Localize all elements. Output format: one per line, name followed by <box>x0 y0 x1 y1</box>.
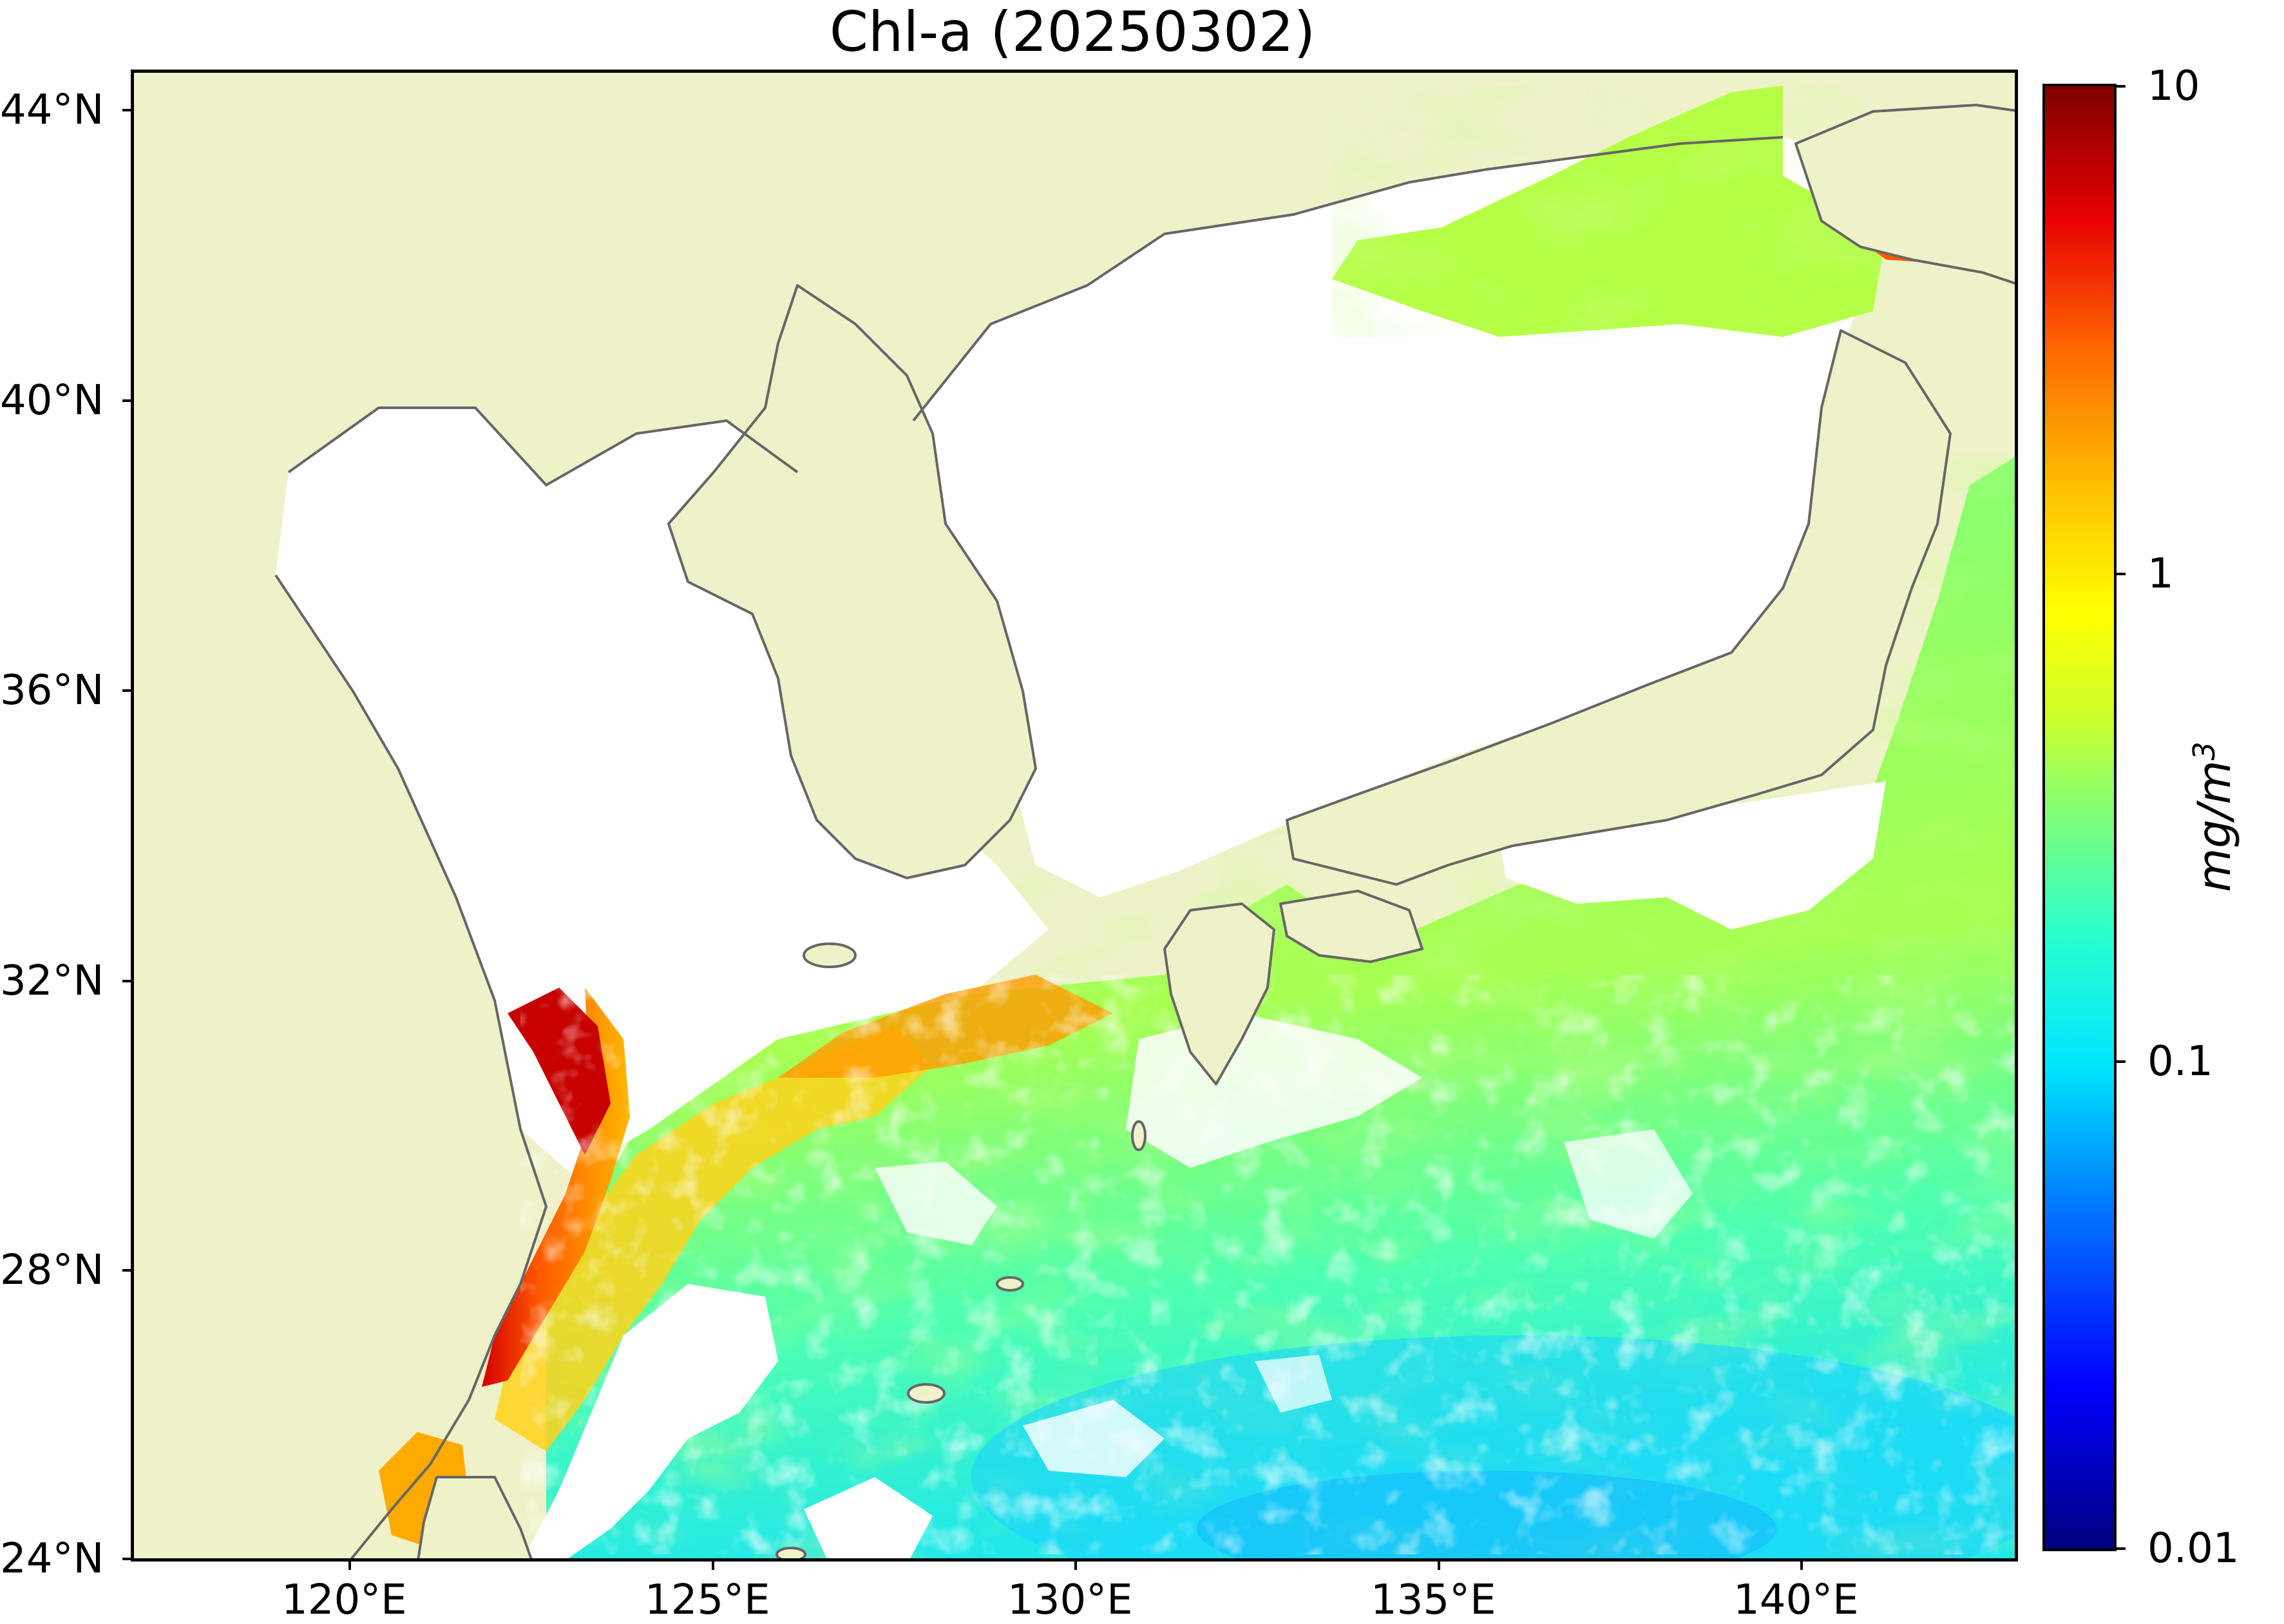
lat-tick-36 <box>122 689 131 692</box>
okinawa <box>907 1383 946 1404</box>
lon-tick-135 <box>1438 1562 1440 1570</box>
lat-label-32: 32°N <box>0 957 104 1005</box>
lat-tick-24 <box>122 1558 131 1560</box>
miyako <box>776 1547 806 1558</box>
honshu <box>1286 329 1952 886</box>
hokkaido <box>1794 104 2015 285</box>
colorbar-tick-1 <box>2117 573 2126 575</box>
korea-peninsula <box>667 284 1037 879</box>
colorbar-label-1: 1 <box>2147 550 2174 598</box>
lat-tick-40 <box>122 399 131 402</box>
lon-label-130: 130°E <box>1007 1576 1133 1624</box>
lon-label-125: 125°E <box>645 1576 770 1624</box>
colorbar-label-0.01: 0.01 <box>2147 1525 2240 1572</box>
lat-label-28: 28°N <box>0 1247 104 1294</box>
colorbar-label-10: 10 <box>2147 62 2200 110</box>
amami <box>996 1276 1024 1292</box>
colorbar-tick-0.01 <box>2117 1547 2126 1550</box>
lat-label-24: 24°N <box>0 1535 104 1583</box>
colorbar-unit-label: mg/m3 <box>2187 741 2241 892</box>
colorbar-unit-text: mg/m <box>2188 760 2241 892</box>
lon-tick-130 <box>1074 1562 1077 1570</box>
colorbar-unit-superscript: 3 <box>2186 741 2222 761</box>
lon-label-135: 135°E <box>1371 1576 1496 1624</box>
sea-of-japan-nodata <box>913 137 1886 897</box>
tanegashima <box>1131 1120 1147 1151</box>
cloud-speckle <box>520 975 2015 1554</box>
china-coastline <box>274 406 799 1558</box>
shikoku <box>1279 890 1423 963</box>
map-title: Chl-a (20250302) <box>829 0 1316 64</box>
japan-sea-coastline <box>912 136 1784 422</box>
map-area[interactable] <box>131 70 2018 1562</box>
lon-label-120: 120°E <box>281 1576 407 1624</box>
colorbar-tick-10 <box>2117 85 2126 88</box>
lat-tick-32 <box>122 980 131 982</box>
lat-tick-44 <box>122 109 131 111</box>
lat-label-40: 40°N <box>0 377 104 425</box>
lat-label-44: 44°N <box>0 86 104 134</box>
lon-tick-120 <box>348 1562 351 1570</box>
northern-sea-texture <box>1332 86 1886 337</box>
coastlines <box>417 104 2015 1558</box>
colorbar-tick-0.1 <box>2117 1060 2126 1063</box>
lon-label-140: 140°E <box>1733 1576 1859 1624</box>
colorbar <box>2042 84 2117 1551</box>
kyushu <box>1163 903 1275 1085</box>
lon-tick-140 <box>1800 1562 1803 1570</box>
jeju-island <box>803 942 857 968</box>
lat-tick-28 <box>122 1269 131 1272</box>
lon-tick-125 <box>712 1562 714 1570</box>
lat-label-36: 36°N <box>0 667 104 714</box>
colorbar-label-0.1: 0.1 <box>2147 1038 2213 1085</box>
taiwan <box>417 1476 533 1558</box>
